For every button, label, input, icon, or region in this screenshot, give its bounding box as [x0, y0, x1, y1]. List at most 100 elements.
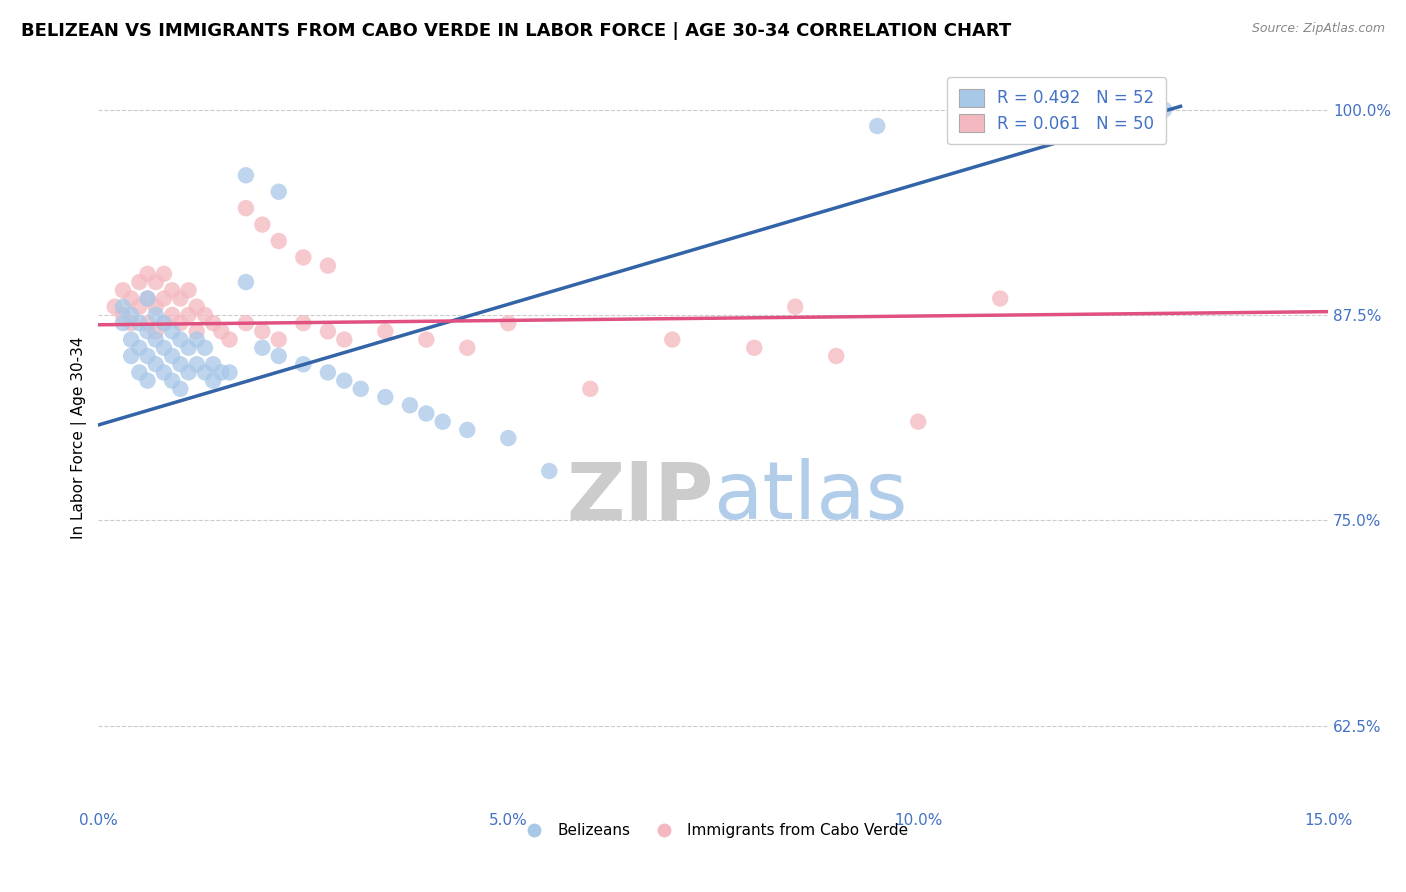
Point [267, 234, 290, 248]
Point [160, 374, 183, 388]
Point [194, 308, 217, 322]
Point [145, 333, 167, 347]
Point [415, 407, 437, 421]
Point [235, 275, 257, 289]
Point [785, 300, 807, 314]
Point [153, 292, 176, 306]
Point [267, 349, 290, 363]
Point [104, 300, 127, 314]
Point [160, 324, 183, 338]
Legend: Belizeans, Immigrants from Cabo Verde: Belizeans, Immigrants from Cabo Verde [513, 817, 914, 845]
Point [456, 341, 478, 355]
Point [120, 316, 142, 330]
Point [177, 283, 200, 297]
Point [128, 341, 150, 355]
Point [235, 316, 257, 330]
Point [316, 259, 339, 273]
Point [825, 349, 848, 363]
Point [988, 292, 1011, 306]
Point [128, 275, 150, 289]
Point [169, 382, 191, 396]
Point [177, 366, 200, 380]
Point [235, 201, 257, 215]
Point [350, 382, 373, 396]
Point [252, 341, 274, 355]
Point [120, 333, 142, 347]
Point [136, 267, 159, 281]
Point [316, 366, 339, 380]
Point [267, 185, 290, 199]
Text: atlas: atlas [713, 458, 908, 536]
Point [432, 415, 454, 429]
Point [186, 357, 208, 371]
Point [186, 324, 208, 338]
Point [177, 308, 200, 322]
Text: ZIP: ZIP [567, 458, 713, 536]
Point [399, 398, 422, 412]
Point [186, 300, 208, 314]
Point [128, 300, 150, 314]
Point [177, 341, 200, 355]
Point [136, 324, 159, 338]
Point [333, 374, 356, 388]
Point [153, 316, 176, 330]
Point [267, 333, 290, 347]
Point [111, 283, 134, 297]
Point [292, 357, 315, 371]
Point [136, 292, 159, 306]
Point [136, 349, 159, 363]
Point [538, 464, 561, 478]
Y-axis label: In Labor Force | Age 30-34: In Labor Force | Age 30-34 [72, 337, 87, 540]
Point [415, 333, 437, 347]
Point [136, 316, 159, 330]
Point [136, 374, 159, 388]
Point [661, 333, 683, 347]
Point [202, 374, 225, 388]
Point [235, 169, 257, 183]
Point [202, 357, 225, 371]
Point [579, 382, 602, 396]
Point [169, 357, 191, 371]
Point [498, 431, 520, 445]
Point [498, 316, 520, 330]
Point [456, 423, 478, 437]
Point [316, 324, 339, 338]
Point [374, 390, 396, 404]
Point [866, 119, 889, 133]
Point [160, 349, 183, 363]
Point [742, 341, 765, 355]
Text: BELIZEAN VS IMMIGRANTS FROM CABO VERDE IN LABOR FORCE | AGE 30-34 CORRELATION CH: BELIZEAN VS IMMIGRANTS FROM CABO VERDE I… [21, 22, 1011, 40]
Point [292, 316, 315, 330]
Point [128, 366, 150, 380]
Point [145, 275, 167, 289]
Point [202, 316, 225, 330]
Point [169, 333, 191, 347]
Point [153, 341, 176, 355]
Point [252, 218, 274, 232]
Point [136, 292, 159, 306]
Point [186, 333, 208, 347]
Point [169, 292, 191, 306]
Point [120, 308, 142, 322]
Point [907, 415, 929, 429]
Point [218, 333, 240, 347]
Point [1153, 103, 1175, 117]
Point [145, 308, 167, 322]
Point [218, 366, 240, 380]
Point [194, 366, 217, 380]
Point [145, 300, 167, 314]
Point [128, 316, 150, 330]
Point [252, 324, 274, 338]
Point [111, 316, 134, 330]
Point [153, 267, 176, 281]
Point [145, 324, 167, 338]
Point [153, 316, 176, 330]
Point [111, 300, 134, 314]
Point [120, 349, 142, 363]
Point [169, 316, 191, 330]
Point [120, 292, 142, 306]
Point [160, 283, 183, 297]
Point [292, 251, 315, 265]
Point [194, 341, 217, 355]
Point [333, 333, 356, 347]
